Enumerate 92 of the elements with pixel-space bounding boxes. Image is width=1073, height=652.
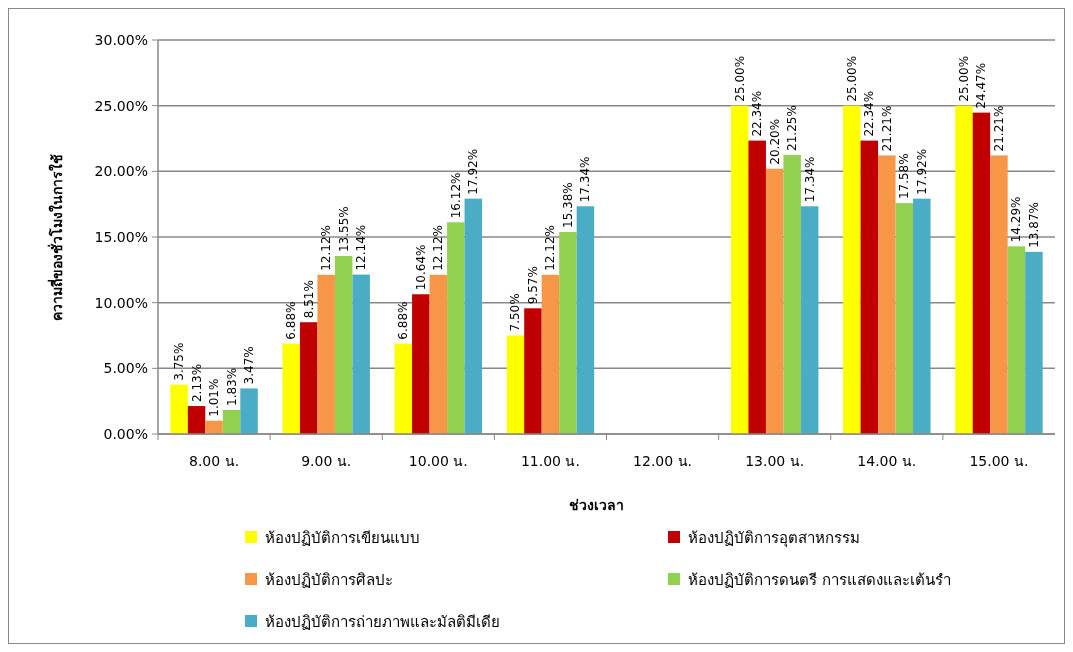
- x-tick-label: 14.00 น.: [857, 453, 917, 469]
- x-tick-label: 11.00 น.: [520, 453, 580, 469]
- bar: [282, 343, 300, 434]
- y-tick-label: 10.00%: [94, 294, 148, 311]
- data-label: 22.34%: [750, 90, 765, 137]
- bar: [576, 206, 595, 434]
- data-label: 10.64%: [413, 244, 428, 291]
- data-label: 3.75%: [172, 342, 187, 381]
- bar: [299, 322, 318, 434]
- x-tick-label: 10.00 น.: [408, 453, 468, 469]
- bar: [524, 308, 542, 434]
- x-tick-label: 13.00 น.: [745, 453, 805, 469]
- bar: [800, 206, 819, 434]
- bar: [895, 203, 914, 434]
- data-label: 17.92%: [914, 148, 929, 195]
- data-label: 2.13%: [189, 363, 204, 403]
- bar: [913, 198, 931, 434]
- y-axis-title: ความถี่ของชั่วโมงในการใช้: [47, 153, 65, 321]
- bar: [541, 274, 560, 434]
- data-label: 12.12%: [431, 225, 446, 271]
- bar: [429, 274, 448, 434]
- data-label: 1.83%: [224, 367, 239, 406]
- x-axis-title: ช่วงเวลา: [569, 497, 624, 513]
- bar: [730, 105, 749, 434]
- x-tick-label: 15.00 น.: [969, 453, 1029, 469]
- bar: [955, 105, 973, 434]
- data-label: 6.88%: [396, 301, 411, 340]
- bar: [317, 274, 335, 434]
- y-tick-label: 30.00%: [94, 31, 148, 48]
- data-label: 25.00%: [732, 55, 747, 102]
- bar: [334, 256, 353, 434]
- data-label: 25.00%: [956, 55, 971, 102]
- bar: [222, 409, 241, 434]
- bar: [447, 222, 465, 434]
- bar: [972, 112, 991, 434]
- bar: [1025, 251, 1043, 434]
- data-label: 25.00%: [844, 55, 859, 102]
- legend-label: ห้องปฏิบัติการเขียนแบบ: [265, 529, 420, 548]
- bar: [412, 294, 430, 434]
- data-label: 1.01%: [207, 378, 222, 417]
- y-tick-label: 25.00%: [94, 97, 148, 114]
- bar: [559, 232, 577, 434]
- legend-label: ห้องปฏิบัติการถ่ายภาพและมัลติมีเดีย: [265, 613, 500, 632]
- data-label: 7.50%: [508, 293, 523, 332]
- y-tick-label: 5.00%: [103, 360, 148, 377]
- y-tick-label: 0.00%: [103, 425, 148, 442]
- bar: [506, 335, 525, 434]
- data-label: 16.12%: [448, 172, 463, 219]
- data-label: 17.58%: [897, 153, 912, 200]
- data-label: 21.21%: [991, 105, 1006, 152]
- x-tick-label: 8.00 น.: [189, 453, 240, 469]
- bar: [843, 105, 861, 434]
- y-tick-label: 15.00%: [94, 228, 148, 245]
- data-label: 6.88%: [284, 301, 299, 340]
- bar: [783, 154, 801, 434]
- data-label: 21.25%: [785, 105, 800, 151]
- y-tick-label: 20.00%: [94, 163, 148, 180]
- data-label: 12.12%: [543, 225, 558, 271]
- data-label: 20.20%: [767, 118, 782, 165]
- bar: [1007, 246, 1026, 434]
- bar: [860, 140, 879, 434]
- data-label: 14.29%: [1009, 196, 1024, 243]
- bar: [187, 406, 206, 434]
- bar: [748, 140, 766, 434]
- data-label: 9.57%: [525, 266, 540, 305]
- x-tick-label: 9.00 น.: [301, 453, 352, 469]
- bar: [765, 168, 784, 434]
- data-label: 12.14%: [354, 224, 369, 271]
- data-label: 3.47%: [242, 346, 257, 385]
- data-label: 21.21%: [879, 105, 894, 152]
- bar: [205, 420, 223, 434]
- data-label: 12.12%: [319, 225, 334, 271]
- legend-label: ห้องปฏิบัติการศิลปะ: [265, 571, 393, 590]
- data-label: 17.92%: [466, 148, 481, 195]
- bar: [878, 155, 896, 434]
- x-tick-label: 12.00 น.: [633, 453, 693, 469]
- data-label: 22.34%: [862, 90, 877, 137]
- data-label: 15.38%: [560, 182, 575, 229]
- data-label: 24.47%: [974, 62, 989, 109]
- legend-label: ห้องปฏิบัติการอุตสาหกรรม: [688, 529, 860, 549]
- bar: [394, 343, 413, 434]
- data-label: 8.51%: [301, 280, 316, 319]
- bar: [170, 384, 188, 434]
- bar: [240, 388, 258, 434]
- data-label: 13.87%: [1026, 202, 1041, 248]
- bar: [464, 198, 483, 434]
- data-label: 17.34%: [802, 156, 817, 203]
- bar: [352, 274, 370, 434]
- bar: [990, 155, 1008, 434]
- data-label: 13.55%: [336, 206, 351, 253]
- data-label: 17.34%: [578, 156, 593, 203]
- legend-label: ห้องปฏิบัติการดนตรี การแสดงและเต้นรำ: [688, 571, 951, 590]
